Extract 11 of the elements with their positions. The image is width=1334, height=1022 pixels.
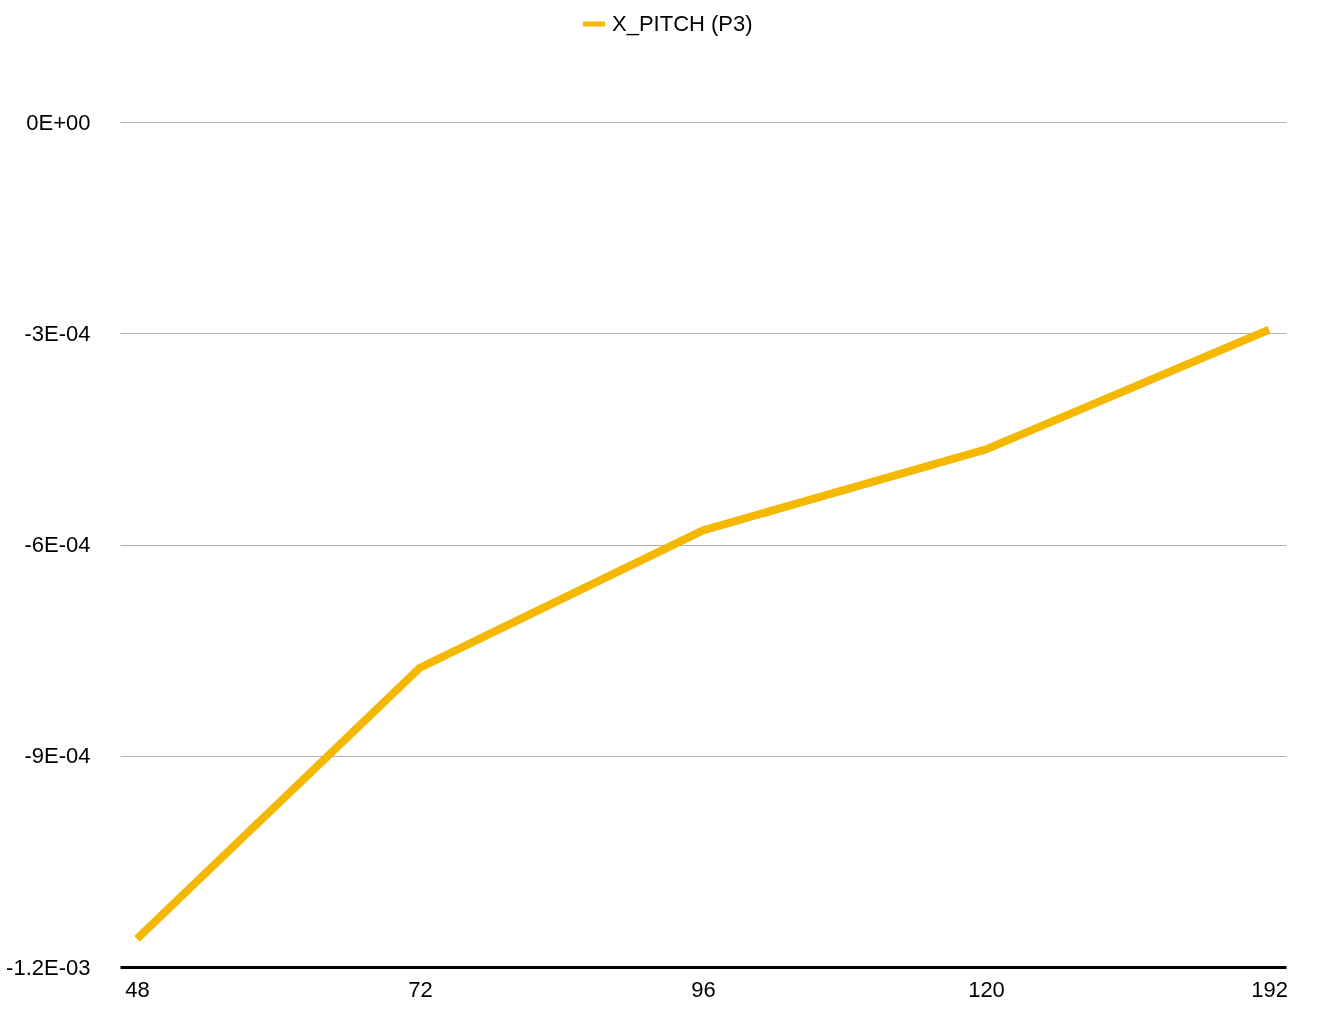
- y-tick-label: -9E-04: [24, 743, 91, 769]
- x-tick-label: 120: [968, 976, 1005, 1002]
- y-tick-label: -6E-04: [24, 532, 91, 557]
- y-tick-label: -3E-04: [24, 320, 91, 346]
- x-tick-label: 72: [408, 976, 433, 1002]
- x-tick-label: 192: [1251, 976, 1288, 1002]
- x-tick-label: 48: [125, 976, 150, 1002]
- y-tick-label: 0E+00: [26, 109, 91, 135]
- y-tick-label: -1.2E-03: [6, 954, 91, 980]
- legend-label: X_PITCH (P3): [612, 11, 753, 36]
- x-tick-label: 96: [691, 976, 716, 1002]
